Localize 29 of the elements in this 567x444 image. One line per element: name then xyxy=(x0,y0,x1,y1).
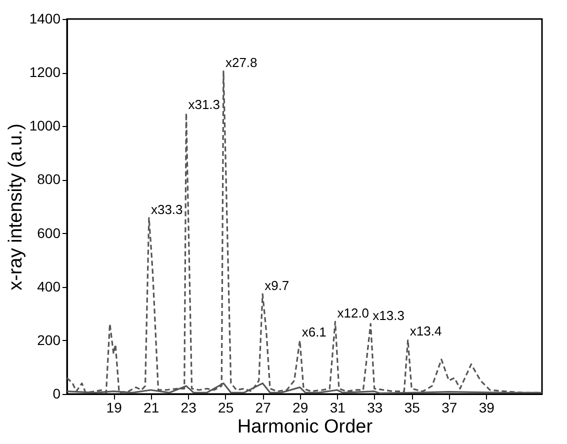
y-tick-label: 1000 xyxy=(29,118,61,134)
x-tick-label: 35 xyxy=(404,400,420,416)
x-tick-label: 31 xyxy=(330,400,346,416)
annotation: x33.3 xyxy=(150,202,183,217)
x-tick-label: 27 xyxy=(255,400,272,416)
annotation: x27.8 xyxy=(225,55,258,70)
x-tick-label: 23 xyxy=(180,400,197,416)
annotation: x31.3 xyxy=(188,97,220,112)
x-tick-label: 33 xyxy=(367,400,383,416)
x-tick-label: 37 xyxy=(442,400,458,416)
y-tick-label: 1200 xyxy=(29,64,61,80)
y-tick-label: 200 xyxy=(37,332,61,348)
x-axis-title: Harmonic Order xyxy=(237,416,374,438)
annotation: x6.1 xyxy=(302,324,326,340)
y-axis-title: x-ray intensity (a.u.) xyxy=(5,124,26,290)
y-tick-label: 400 xyxy=(37,278,61,294)
x-tick-label: 29 xyxy=(292,400,308,416)
annotation: x9.7 xyxy=(264,278,290,294)
x-tick-label: 39 xyxy=(478,400,495,416)
annotation: x13.3 xyxy=(372,308,404,323)
y-tick-label: 800 xyxy=(37,171,61,188)
y-tick-label: 0 xyxy=(52,386,61,402)
x-tick-label: 25 xyxy=(218,400,234,416)
x-tick-label: 19 xyxy=(106,400,122,416)
annotation: x13.4 xyxy=(410,324,442,339)
y-tick-label: 600 xyxy=(37,224,61,241)
x-tick-label: 21 xyxy=(144,400,160,416)
annotation: x12.0 xyxy=(337,306,370,321)
y-tick-label: 1400 xyxy=(29,10,61,26)
